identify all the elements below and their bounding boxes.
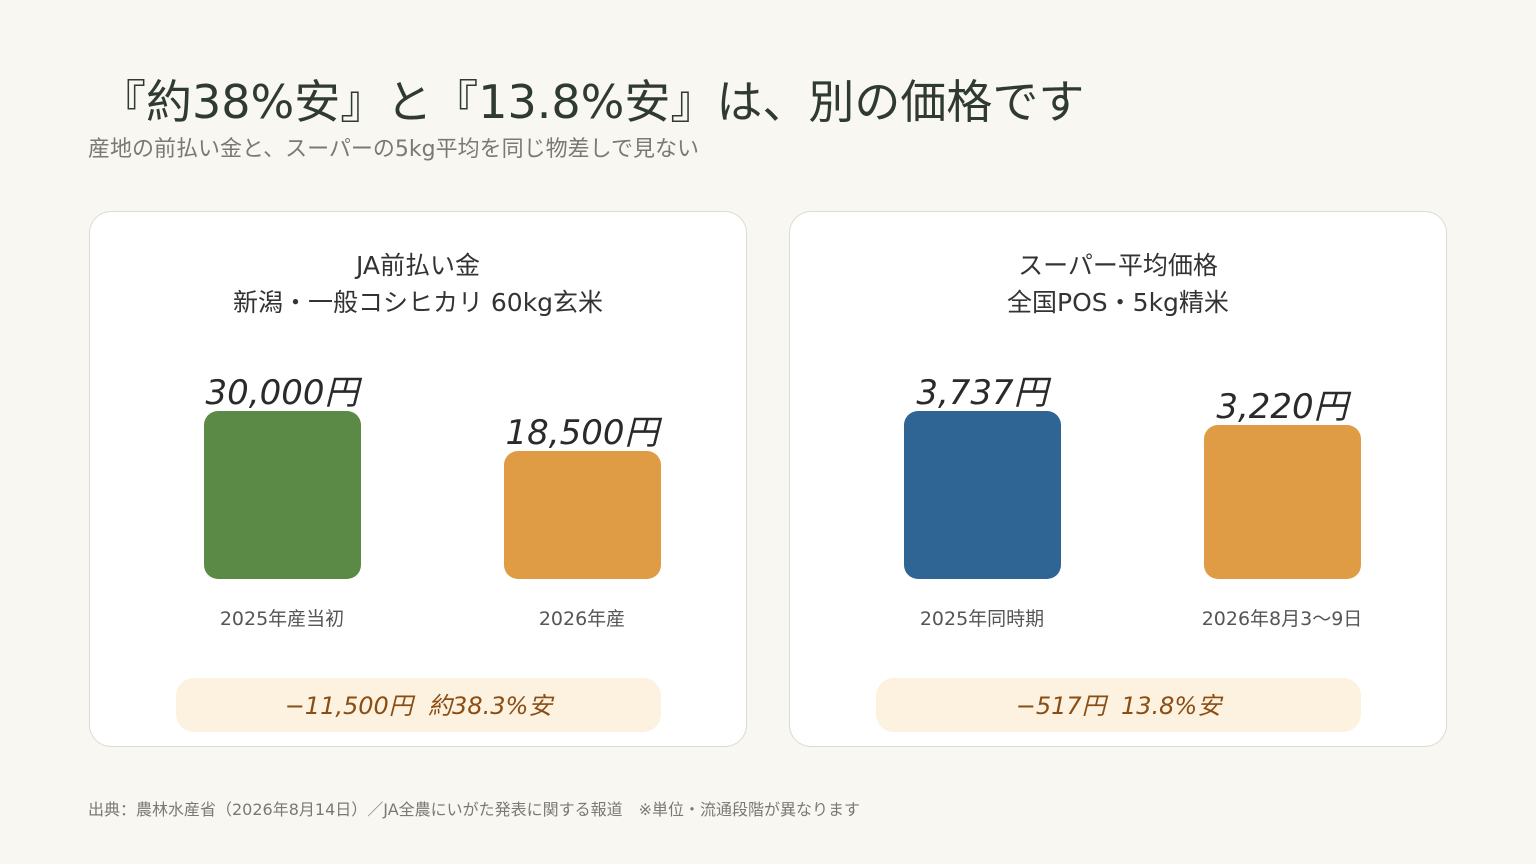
value-label-2025-same-period: 3,737円 — [916, 373, 1048, 413]
difference-percent: 約38.3%安 — [428, 692, 553, 720]
chart-title-line1: スーパー平均価格 — [1018, 251, 1218, 280]
chart-title-line2: 全国POS・5kg精米 — [1007, 288, 1229, 317]
source-note: 出典：農林水産省（2026年8月14日）／JA全農にいがた発表に関する報道 ※単… — [88, 800, 861, 819]
page-title: 『約38%安』と『13.8%安』は、別の価格です — [100, 75, 1085, 129]
bar-2026-aug — [1204, 425, 1361, 579]
bar-2026 — [504, 451, 661, 579]
difference-amount: −11,500円 — [284, 692, 413, 720]
value-label-2025-initial: 30,000円 — [205, 373, 359, 413]
page-subtitle: 産地の前払い金と、スーパーの5kg平均を同じ物差しで見ない — [88, 137, 699, 162]
chart-panel-ja: JA前払い金 新潟・一般コシヒカリ 60kg玄米 30,000円 18,500円… — [89, 211, 747, 747]
category-label-2026: 2026年産 — [538, 608, 626, 630]
difference-amount: −517円 — [1015, 692, 1106, 720]
chart-title-line2: 新潟・一般コシヒカリ 60kg玄米 — [232, 288, 604, 317]
bar-2025-same-period — [904, 411, 1061, 579]
value-label-2026: 18,500円 — [505, 413, 659, 453]
difference-badge: −11,500円 約38.3%安 — [176, 678, 661, 732]
bar-2025-initial — [204, 411, 361, 579]
category-label-2025-initial: 2025年産当初 — [219, 608, 345, 630]
category-label-2026-aug: 2026年8月3〜9日 — [1201, 608, 1363, 630]
difference-percent: 13.8%安 — [1120, 692, 1222, 720]
difference-badge: −517円 13.8%安 — [876, 678, 1361, 732]
chart-panel-supermarket: スーパー平均価格 全国POS・5kg精米 3,737円 3,220円 2025年… — [789, 211, 1447, 747]
chart-title-line1: JA前払い金 — [355, 251, 481, 280]
value-label-2026-aug: 3,220円 — [1216, 387, 1348, 427]
category-label-2025-same-period: 2025年同時期 — [919, 608, 1045, 630]
